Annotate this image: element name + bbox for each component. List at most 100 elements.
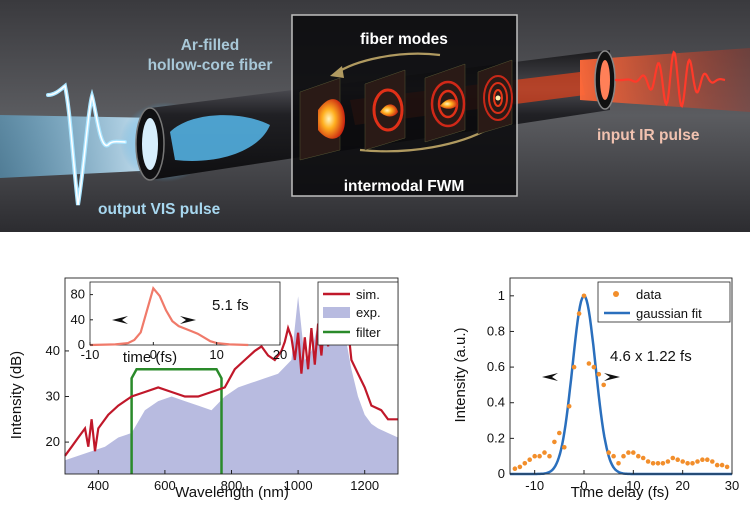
- data-point: [626, 450, 631, 455]
- data-point: [710, 459, 715, 464]
- spectrum-xtick-label: 600: [154, 478, 176, 493]
- data-point: [522, 461, 528, 466]
- inset-arrow-left: [112, 316, 128, 324]
- data-point: [719, 462, 725, 468]
- autocorrelation-xtick-label: 10: [626, 478, 640, 493]
- data-point: [655, 461, 661, 466]
- data-point: [695, 459, 700, 464]
- spectrum-legend: sim. exp. filter: [317, 281, 399, 346]
- data-point: [566, 404, 572, 409]
- autocorrelation-legend: data gaussian fit: [597, 281, 731, 323]
- data-point: [665, 459, 671, 464]
- legend-data-swatch: [613, 291, 619, 297]
- output-beam: [0, 115, 160, 178]
- input-beam: [580, 48, 750, 112]
- legend-fit: gaussian fit: [636, 306, 702, 321]
- spectrum-ytick-label: 40: [46, 343, 60, 358]
- autocorrelation-ytick-label: 0: [498, 466, 505, 481]
- exp-area: [65, 296, 398, 474]
- data-point: [576, 311, 582, 316]
- blue-light-in-fiber: [170, 115, 270, 161]
- spectrum-xlabel: Wavelength (nm): [175, 484, 289, 501]
- data-points: [512, 293, 730, 471]
- gaussian-fit-line: [510, 294, 732, 476]
- inset-ytick-label: 0: [78, 337, 85, 352]
- data-point: [621, 453, 626, 459]
- inset-xtick-label: -10: [81, 347, 100, 362]
- data-point: [537, 453, 542, 459]
- data-point: [645, 459, 651, 464]
- legend-exp-swatch: [323, 307, 350, 318]
- autocorrelation-ytick-label: 0.2: [487, 430, 505, 445]
- data-point: [660, 461, 666, 466]
- mode-profiles: [299, 59, 513, 161]
- filter-path: [130, 367, 223, 474]
- data-point: [611, 453, 616, 459]
- autocorrelation-frame: [509, 277, 733, 475]
- data-point: [640, 455, 646, 461]
- data-point: [690, 461, 695, 466]
- legend-data: data: [636, 287, 662, 302]
- filter-line: [130, 367, 223, 474]
- data-point: [581, 293, 587, 299]
- spectrum-xtick-label: 400: [87, 478, 109, 493]
- data-point: [675, 457, 680, 462]
- spectrum-xtick-label: 1000: [284, 478, 313, 493]
- fiber-label-line1: Ar-filled: [181, 37, 240, 54]
- data-point: [571, 364, 577, 370]
- inset-annotation: 5.1 fs: [212, 297, 249, 314]
- spectrum-xtick-label: 800: [221, 478, 243, 493]
- autocorrelation-annotation: 4.6 x 1.22 fs: [610, 348, 692, 365]
- spectrum-ytick-label: 30: [46, 389, 60, 404]
- data-point: [714, 462, 720, 468]
- data-point: [532, 453, 537, 459]
- data-point: [527, 457, 532, 462]
- autocorrelation-ytick-label: 0.8: [487, 323, 505, 338]
- data-point: [650, 461, 656, 466]
- spectrum-ylabel: Intensity (dB): [8, 351, 25, 439]
- inset-arrow-right: [180, 316, 196, 324]
- spectrum-ytick-label: 20: [46, 434, 60, 449]
- data-point: [601, 382, 606, 388]
- spectrum-xtick-label: 1200: [350, 478, 379, 493]
- data-point: [700, 457, 705, 462]
- inset-xlabel: time (fs): [123, 349, 177, 366]
- autocorrelation-xtick-label: 0: [580, 478, 587, 493]
- data-point: [512, 466, 518, 471]
- inset-xtick-label: 10: [209, 347, 223, 362]
- autocorrelation-ytick-label: 1: [498, 288, 505, 303]
- inset-ytick-label: 40: [71, 312, 85, 327]
- data-point: [616, 461, 621, 466]
- data-point: [705, 457, 710, 462]
- autocorrelation-xtick-label: 30: [725, 478, 739, 493]
- data-point: [586, 361, 592, 366]
- autocorrelation-xlabel: Time delay (fs): [571, 484, 670, 501]
- inset-xtick-label: 20: [273, 347, 287, 362]
- fwm-label: intermodal FWM: [344, 178, 465, 195]
- fiber-label-line2: hollow-core fiber: [148, 57, 273, 74]
- data-point: [685, 461, 690, 466]
- exp-area-path: [65, 296, 398, 474]
- legend-exp: exp.: [356, 305, 381, 320]
- data-point: [724, 464, 730, 470]
- fwhm-arrow-left: [542, 373, 558, 381]
- legend-sim: sim.: [356, 287, 380, 302]
- autocorrelation-xtick-label: 20: [675, 478, 689, 493]
- data-point: [631, 450, 636, 455]
- autocorrelation-ticks: -10 0 10 20 30 0 0.2 0.4 0.6 0.8 1: [487, 288, 739, 493]
- input-label: input IR pulse: [597, 127, 700, 144]
- autocorrelation-xtick-label: -10: [525, 478, 544, 493]
- data-point: [517, 464, 523, 470]
- input-pulse-waveform: [615, 50, 726, 109]
- spectrum-ticks: 400 600 800 1000 1200 20 30 40: [46, 343, 380, 493]
- gaussian-fit-path: [510, 294, 732, 476]
- legend-filter: filter: [356, 325, 381, 340]
- inset-pulse-line: [89, 286, 249, 347]
- data-point: [680, 459, 685, 464]
- fiber-illustration: Ar-filled hollow-core fiber fiber modes …: [0, 0, 750, 232]
- autocorrelation-plot: -10 0 10 20 30 0 0.2 0.4 0.6 0.8 1 Time delay (fs)…: [452, 277, 739, 501]
- data-point: [591, 364, 597, 370]
- autocorrelation-ytick-label: 0.6: [487, 359, 505, 374]
